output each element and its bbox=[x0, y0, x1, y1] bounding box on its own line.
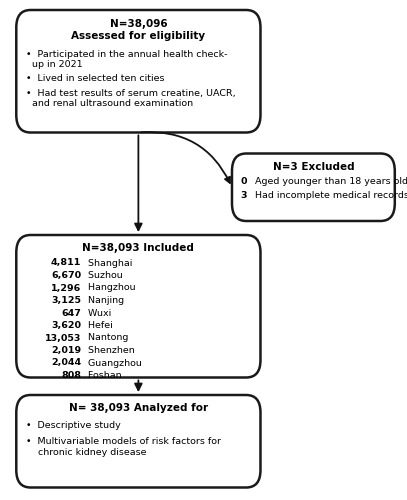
Text: 0: 0 bbox=[240, 178, 247, 186]
Text: •  Participated in the annual health check-
  up in 2021: • Participated in the annual health chec… bbox=[26, 50, 228, 70]
Text: 6,670: 6,670 bbox=[51, 271, 81, 280]
FancyBboxPatch shape bbox=[232, 154, 395, 221]
Text: •  Lived in selected ten cities: • Lived in selected ten cities bbox=[26, 74, 165, 83]
Text: Shanghai: Shanghai bbox=[85, 258, 133, 268]
Text: 2,044: 2,044 bbox=[51, 358, 81, 368]
Text: 3,125: 3,125 bbox=[51, 296, 81, 305]
Text: Assessed for eligibility: Assessed for eligibility bbox=[71, 31, 206, 41]
Text: Shenzhen: Shenzhen bbox=[85, 346, 135, 355]
Text: Hangzhou: Hangzhou bbox=[85, 284, 136, 292]
Text: Suzhou: Suzhou bbox=[85, 271, 123, 280]
Text: •  Descriptive study: • Descriptive study bbox=[26, 421, 121, 430]
Text: Wuxi: Wuxi bbox=[85, 308, 112, 318]
Text: •  Had test results of serum creatine, UACR,
  and renal ultrasound examination: • Had test results of serum creatine, UA… bbox=[26, 89, 236, 108]
Text: 4,811: 4,811 bbox=[51, 258, 81, 268]
Text: Aged younger than 18 years old: Aged younger than 18 years old bbox=[252, 178, 407, 186]
Text: N=3 Excluded: N=3 Excluded bbox=[273, 162, 354, 172]
Text: Had incomplete medical records: Had incomplete medical records bbox=[252, 191, 407, 200]
Text: 1,296: 1,296 bbox=[51, 284, 81, 292]
Text: Hefei: Hefei bbox=[85, 321, 113, 330]
Text: 3: 3 bbox=[240, 191, 247, 200]
Text: 13,053: 13,053 bbox=[45, 334, 81, 342]
Text: 808: 808 bbox=[61, 371, 81, 380]
FancyBboxPatch shape bbox=[16, 10, 260, 132]
Text: 3,620: 3,620 bbox=[51, 321, 81, 330]
Text: Foshan: Foshan bbox=[85, 371, 122, 380]
Text: Guangzhou: Guangzhou bbox=[85, 358, 142, 368]
Text: N=38,093 Included: N=38,093 Included bbox=[83, 243, 194, 253]
Text: N= 38,093 Analyzed for: N= 38,093 Analyzed for bbox=[69, 403, 208, 413]
Text: 2,019: 2,019 bbox=[51, 346, 81, 355]
Text: 647: 647 bbox=[61, 308, 81, 318]
Text: Nanjing: Nanjing bbox=[85, 296, 125, 305]
FancyBboxPatch shape bbox=[16, 235, 260, 378]
FancyBboxPatch shape bbox=[16, 395, 260, 488]
Text: Nantong: Nantong bbox=[85, 334, 129, 342]
Text: •  Multivariable models of risk factors for
    chronic kidney disease: • Multivariable models of risk factors f… bbox=[26, 438, 221, 457]
Text: N=38,096: N=38,096 bbox=[109, 19, 167, 29]
